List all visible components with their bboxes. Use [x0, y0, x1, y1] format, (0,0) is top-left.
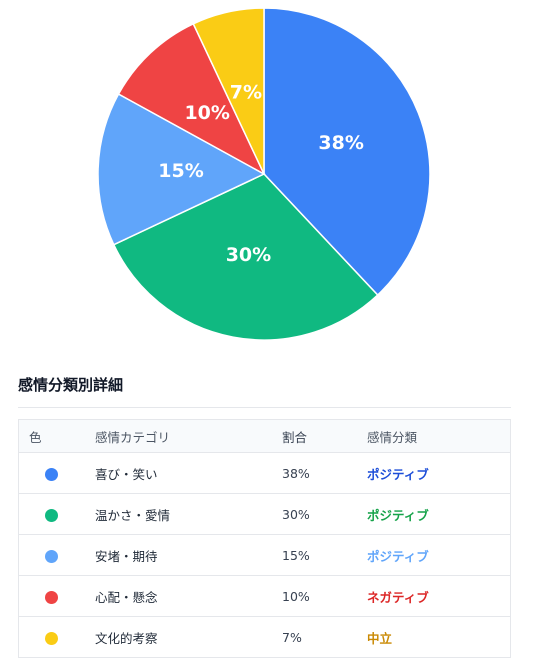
pie-slice-3 — [117, 22, 266, 176]
category-cell: 文化的考察 — [95, 630, 158, 646]
color-dot — [45, 590, 58, 604]
table-header-row: 色 感情カテゴリ 割合 感情分類 — [18, 419, 511, 453]
color-dot — [45, 508, 58, 522]
class-cell: ポジティブ — [367, 534, 511, 576]
color-dot — [45, 467, 58, 481]
color-dot — [45, 631, 58, 645]
pie-slice-label-2: 15% — [158, 160, 203, 182]
ratio-cell: 15% — [282, 534, 367, 576]
class-cell: ポジティブ — [367, 452, 511, 494]
emotion-table: 色 感情カテゴリ 割合 感情分類 喜び・笑い 38% ポジティブ 温かさ・愛情 … — [18, 419, 511, 658]
category-cell: 安堵・期待 — [95, 534, 282, 576]
ratio-cell: 10% — [282, 575, 367, 617]
class-cell: ネガティブ — [367, 575, 511, 617]
header-class: 感情分類 — [367, 419, 511, 453]
table-body: 喜び・笑い 38% ポジティブ 温かさ・愛情 30% ポジティブ 安堵・期待 1… — [18, 452, 511, 658]
ratio-cell: 7% — [282, 629, 302, 645]
ratio-cell: 30% — [282, 493, 367, 535]
pie-slice-label-3: 10% — [184, 102, 229, 124]
color-dot — [45, 549, 58, 563]
pie-slice-1 — [112, 173, 379, 341]
table-row: 喜び・笑い 38% ポジティブ — [18, 452, 511, 494]
pie-slice-2 — [97, 93, 266, 246]
pie-chart: 38% 30% 15% 10%7% — [97, 7, 431, 341]
table-row: 温かさ・愛情 30% ポジティブ — [18, 493, 511, 535]
header-category: 感情カテゴリ — [95, 419, 282, 453]
pie-slice-label-1: 30% — [226, 244, 271, 266]
header-color: 色 — [18, 419, 95, 453]
pie-slice-label-4: 7% — [230, 81, 262, 103]
pie-chart-area: 38% 30% 15% 10% 7% — [97, 7, 431, 341]
ratio-cell: 38% — [282, 452, 367, 494]
class-cell: 中立 — [367, 630, 393, 646]
pie-slice-4 — [192, 7, 265, 175]
table-row: 文化的考察 7% 中立 — [19, 617, 511, 658]
header-ratio: 割合 — [282, 419, 367, 453]
class-cell: ポジティブ — [367, 493, 511, 535]
table-row: 安堵・期待 15% ポジティブ — [18, 534, 511, 576]
category-cell: 心配・懸念 — [95, 575, 282, 617]
section-title: 感情分類別詳細 — [18, 374, 511, 408]
category-cell: 温かさ・愛情 — [95, 493, 282, 535]
table-row: 心配・懸念 10% ネガティブ — [18, 575, 511, 617]
category-cell: 喜び・笑い — [95, 452, 282, 494]
pie-slice-0 — [263, 7, 431, 297]
pie-slice-label-0: 38% — [318, 132, 363, 154]
